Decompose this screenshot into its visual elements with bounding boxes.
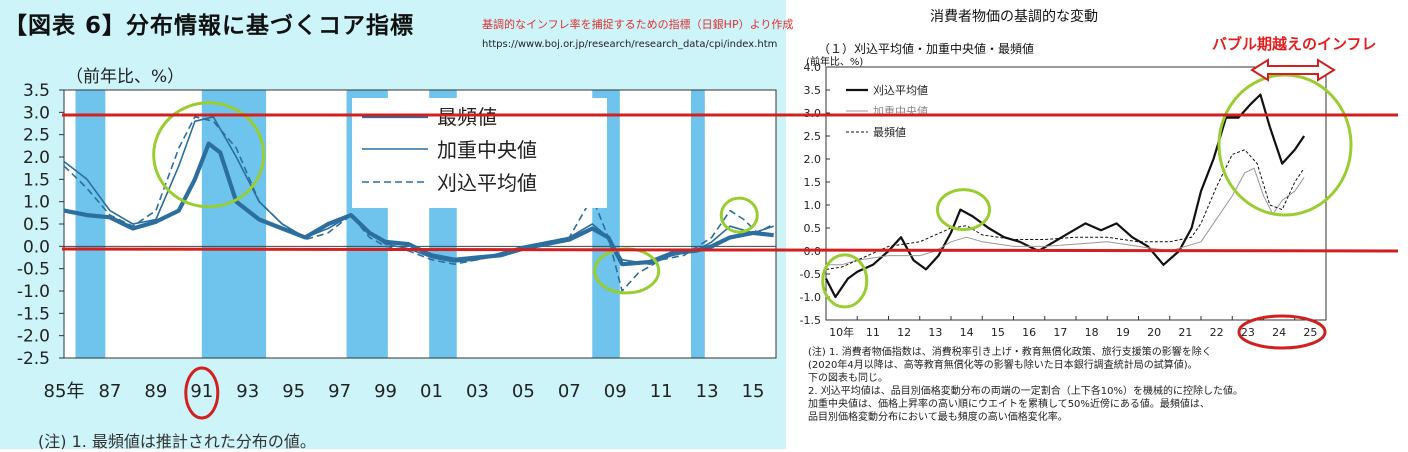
reference-line-0pct xyxy=(61,247,1399,253)
x-tick-label: 95 xyxy=(282,381,305,402)
legend-label: 刈込平均値 xyxy=(873,84,928,97)
x-tick-label: 01 xyxy=(420,381,443,402)
left-chart: 3.53.0 2.52.01.5 1.00.50.0 -0.5-1.0-1.5 -2.0… xyxy=(17,81,777,420)
right-chart: 4.03.53.02.52.01.51.00.50.0-0.5-1.0-1.51… xyxy=(800,58,1353,350)
y-tick-label: 3.0 xyxy=(23,103,50,123)
x-tick-label: 14 xyxy=(960,326,974,339)
x-tick-label: 24 xyxy=(1272,326,1286,339)
highlight-circle-red xyxy=(1237,314,1327,350)
x-tick-label: 12 xyxy=(897,326,911,339)
y-tick-label: 1.5 xyxy=(23,170,50,190)
x-tick-label: 17 xyxy=(1053,326,1067,339)
legend-label: 最頻値 xyxy=(437,105,497,129)
y-tick-label: -1.5 xyxy=(17,304,50,324)
y-tick-label: 2.0 xyxy=(23,148,50,168)
right-chart-notes: (注) 1. 消費者物価指数は、消費税率引き上げ・教育無償化政策、旅行支援策の影… xyxy=(808,346,1243,424)
x-tick-label: 85年 xyxy=(44,381,85,402)
right-note-line: 品目別価格変動分布において最も頻度の高い価格変化率。 xyxy=(808,412,1068,423)
x-tick-label: 05 xyxy=(512,381,535,402)
series-line xyxy=(63,116,775,292)
highlight-circle xyxy=(1217,73,1353,217)
x-tick-label: 23 xyxy=(1241,326,1255,339)
source-note: 基調的なインフレ率を捕捉するための指標（日銀HP）より作成 xyxy=(482,18,794,31)
series-line xyxy=(63,141,774,267)
x-tick-label: 07 xyxy=(558,381,581,402)
right-note-line: (注) 1. 消費者物価指数は、消費税率引き上げ・教育無償化政策、旅行支援策の影… xyxy=(808,347,1212,358)
y-tick-label: 1.0 xyxy=(804,199,822,212)
y-tick-label: 3.5 xyxy=(23,81,50,101)
x-tick-label: 21 xyxy=(1178,326,1192,339)
x-tick-label: 22 xyxy=(1210,326,1224,339)
y-tick-label: 1.5 xyxy=(804,176,822,189)
y-tick-label: 3.5 xyxy=(804,84,822,97)
right-note-line: 下の図表も同じ。 xyxy=(808,373,888,384)
y-tick-label: 2.0 xyxy=(804,153,822,166)
annotations xyxy=(61,113,1399,253)
right-chart-subtitle: （１）刈込平均値・加重中央値・最頻値 xyxy=(818,42,1035,56)
left-chart-note: (注) 1. 最頻値は推計された分布の値。 xyxy=(38,432,316,451)
x-tick-label: 19 xyxy=(1116,326,1130,339)
x-tick-label: 16 xyxy=(1022,326,1036,339)
source-url[interactable]: https://www.boj.or.jp/research/research_… xyxy=(482,39,778,50)
x-tick-label: 18 xyxy=(1085,326,1099,339)
left-unit-label: （前年比、%） xyxy=(66,67,185,87)
series-line xyxy=(825,93,1306,299)
right-note-line: (2020年4月以降は、高等教育無償化等の影響も除いた日本銀行調査統計局の試算値… xyxy=(808,360,1198,371)
y-tick-label: -0.5 xyxy=(800,268,821,281)
y-tick-label: -1.0 xyxy=(800,291,821,304)
x-tick-label: 87 xyxy=(98,381,121,402)
right-unit-label: (前年比、%) xyxy=(806,57,864,68)
x-tick-label: 11 xyxy=(866,326,880,339)
y-tick-label: -1.0 xyxy=(17,282,50,302)
highlight-circle xyxy=(719,196,759,234)
recession-band xyxy=(201,90,267,358)
x-tick-label: 99 xyxy=(374,381,397,402)
y-tick-label: 1.0 xyxy=(23,193,50,213)
right-chart-title: 消費者物価の基調的な変動 xyxy=(930,9,1098,25)
legend-label: 最頻値 xyxy=(873,125,906,139)
x-tick-label: 25 xyxy=(1303,326,1317,339)
x-tick-label: 93 xyxy=(236,381,259,402)
x-tick-label: 91 xyxy=(190,381,213,402)
x-tick-label: 20 xyxy=(1147,326,1161,339)
series-line xyxy=(825,149,1305,270)
y-tick-label: -1.5 xyxy=(800,314,821,327)
highlight-circle-red xyxy=(184,366,220,420)
y-tick-label: 0.0 xyxy=(23,237,50,257)
series-line xyxy=(826,167,1305,266)
range-arrow xyxy=(1250,58,1336,82)
x-tick-label: 13 xyxy=(928,326,942,339)
x-tick-label: 11 xyxy=(650,381,673,402)
legend-label: 加重中央値 xyxy=(437,138,537,162)
y-tick-label: 2.5 xyxy=(23,126,50,146)
y-tick-label: 4.0 xyxy=(804,61,822,74)
x-tick-label: 15 xyxy=(742,381,765,402)
recession-band xyxy=(75,90,106,358)
x-tick-label: 09 xyxy=(604,381,627,402)
x-tick-label: 89 xyxy=(144,381,167,402)
right-note-line: 加重中央値は、価格上昇率の高い順にウエイトを累積して50%近傍にある値。最頻値は… xyxy=(808,399,1210,410)
y-tick-label: -0.5 xyxy=(17,260,50,280)
y-tick-label: 0.5 xyxy=(23,215,50,235)
left-chart-title: 【図表 6】分布情報に基づくコア指標 xyxy=(4,13,415,39)
y-tick-label: -2.5 xyxy=(17,349,50,369)
x-tick-label: 15 xyxy=(991,326,1005,339)
highlight-circle xyxy=(936,188,991,232)
x-tick-label: 10年 xyxy=(829,325,854,339)
y-tick-label: 0.5 xyxy=(804,222,822,235)
legend-label: 刈込平均値 xyxy=(437,171,537,195)
highlight-circle xyxy=(821,253,869,309)
recession-band xyxy=(691,90,705,358)
right-note-line: 2. 刈込平均値は、品目別価格変動分布の両端の一定割合（上下各10%）を機械的に… xyxy=(808,386,1243,397)
y-tick-label: 2.5 xyxy=(804,130,822,143)
x-tick-label: 13 xyxy=(696,381,719,402)
x-tick-label: 03 xyxy=(466,381,489,402)
x-tick-label: 97 xyxy=(328,381,351,402)
bubble-annotation-label: バブル期越えのインフレ xyxy=(1212,35,1377,53)
highlight-circle xyxy=(152,101,266,209)
y-tick-label: -2.0 xyxy=(17,327,50,347)
